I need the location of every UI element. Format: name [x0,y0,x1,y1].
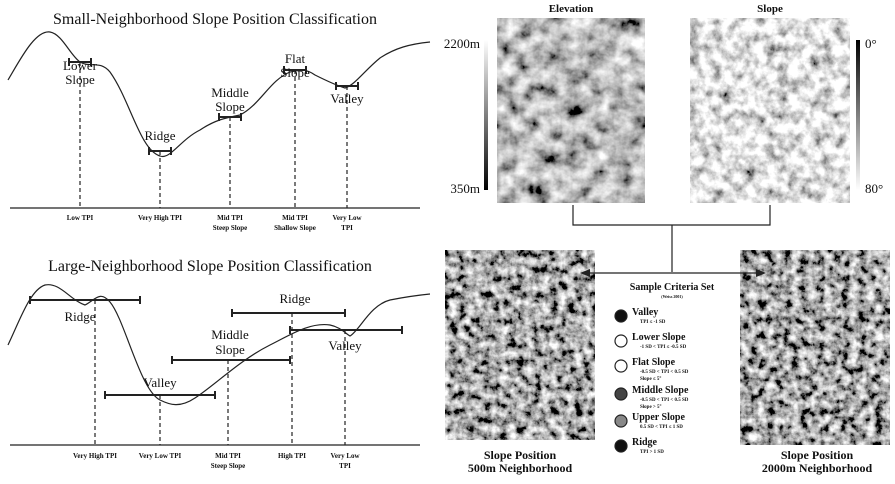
position-label: Slope [215,99,245,114]
position-label: Middle [211,85,249,100]
diagram-title: Large-Neighborhood Slope Position Classi… [48,258,372,275]
tpi-label: Mid TPI [215,452,241,460]
slope-position-500m-map [445,250,595,440]
position-label: Slope [215,342,245,357]
tpi-label: Very Low TPI [139,452,182,460]
slope-map [690,18,850,203]
position-label: Ridge [279,291,310,306]
tpi-label: Very High TPI [73,452,117,460]
legend-swatch [614,334,628,348]
map-caption: 2000m Neighborhood [762,461,873,475]
scale-label: 350m [450,181,480,196]
legend-criteria: TPI ≤ -1 SD [640,319,666,325]
legend-swatch [614,359,628,373]
position-label: Slope [280,65,310,80]
position-label: Valley [330,91,364,106]
legend-swatch [614,439,628,453]
legend-criteria: Slope > 5° [640,405,662,410]
diagram-title: Small-Neighborhood Slope Position Classi… [53,11,377,28]
slope-position-2000m-map [740,250,890,445]
scale-label: 2200m [444,36,480,51]
legend-swatch [614,414,628,428]
legend-criteria: 0.5 SD < TPI ≤ 1 SD [640,424,683,430]
position-label: Middle [211,327,249,342]
legend-title: Sample Criteria Set [630,282,715,293]
legend-name: Upper Slope [632,412,685,423]
tpi-label: TPI [341,224,353,232]
legend-source: (Weiss 2001) [661,294,683,299]
tpi-label: Steep Slope [213,224,247,232]
legend-criteria: -0.5 SD < TPI < 0.5 SD [640,370,689,375]
slope-color-bar [856,40,860,190]
tpi-label: High TPI [278,452,306,460]
legend-criteria: -0.5 SD < TPI < 0.5 SD [640,398,689,403]
tpi-label: Mid TPI [217,214,243,222]
elevation-map [497,18,645,203]
legend-name: Middle Slope [632,385,689,396]
scale-label: 0° [865,36,877,51]
legend-criteria: -1 SD < TPI ≤ -0.5 SD [640,344,687,350]
legend-criteria: Slope ≤ 5° [640,376,661,382]
map-caption: Slope Position [484,448,557,462]
connector [572,205,771,272]
map-caption: 500m Neighborhood [468,461,573,475]
position-label: Valley [143,375,177,390]
tpi-label: Low TPI [67,214,94,222]
position-label: Lower [63,58,98,73]
elevation-color-bar [484,40,488,190]
legend-criteria: TPI > 1 SD [640,450,664,455]
terrain-profile [7,31,431,158]
map-title: Slope [757,3,783,15]
legend-name: Valley [632,307,658,318]
position-label: Slope [65,72,95,87]
terrain-profile [7,284,431,406]
map-title: Elevation [549,3,594,15]
tpi-label: Very Low [330,452,360,460]
tpi-label: Very High TPI [138,214,182,222]
legend-swatch [614,309,628,323]
tpi-label: Very Low [332,214,362,222]
scale-label: 80° [865,181,883,196]
tpi-label: TPI [339,462,351,470]
position-label: Ridge [144,128,175,143]
legend-name: Ridge [632,437,658,448]
position-label: Ridge [64,309,95,324]
position-label: Flat [285,51,306,66]
legend-name: Flat Slope [632,357,676,368]
tpi-label: Mid TPI [282,214,308,222]
tpi-label: Steep Slope [211,462,245,470]
tpi-label: Shallow Slope [274,224,316,232]
position-label: Valley [328,338,362,353]
map-caption: Slope Position [781,448,854,462]
legend-swatch [614,387,628,401]
legend-name: Lower Slope [632,332,686,343]
